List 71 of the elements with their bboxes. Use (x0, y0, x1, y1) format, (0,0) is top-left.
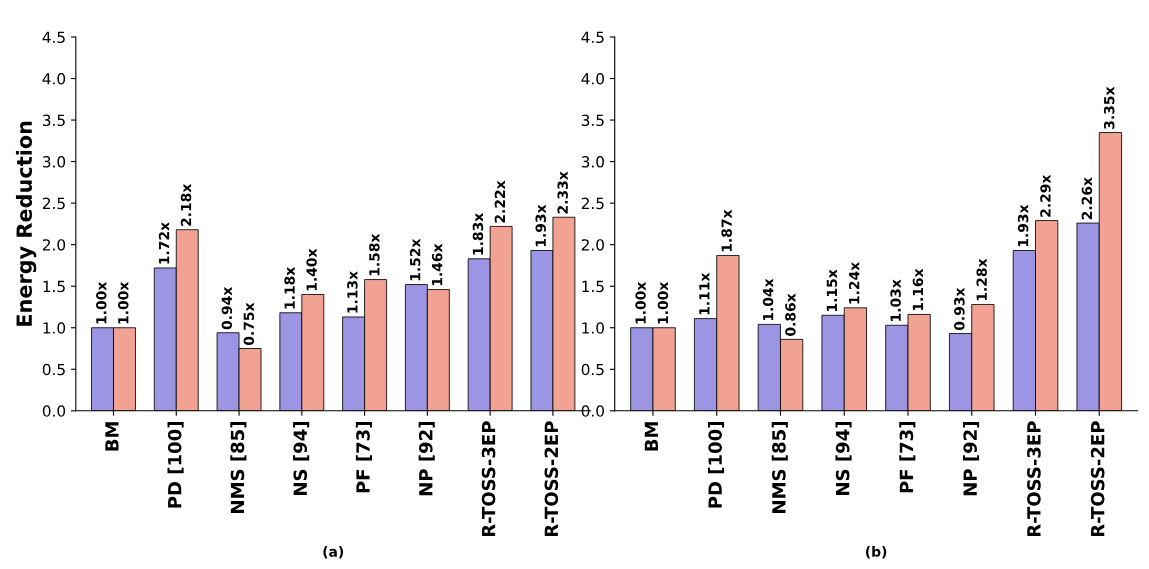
y-tick-label: 2.0 (42, 239, 66, 251)
data-label: 0.75x (243, 302, 255, 346)
x-tick-label: NP [92] (963, 422, 980, 496)
data-label: 1.28x (976, 258, 987, 301)
y-tick-label: 0.0 (42, 405, 66, 417)
x-tick-label: R-TOSS-3EP (481, 421, 496, 537)
y-tick-label: 4.0 (581, 72, 604, 85)
data-label: 2.22x (494, 180, 505, 223)
data-label: 1.04x (762, 278, 774, 321)
y-tick-label: 0.0 (581, 405, 604, 417)
y-tick-label: 3.5 (581, 114, 604, 127)
data-label: 1.15x (826, 269, 838, 311)
data-label: 1.83x (472, 213, 484, 255)
data-label: 1.24x (848, 262, 860, 304)
y-tick-label: 2.0 (581, 239, 604, 251)
data-label: 1.72x (158, 222, 170, 264)
data-label: 1.03x (890, 279, 901, 321)
data-label: 3.35x (1103, 86, 1115, 129)
data-label: 2.18x (180, 183, 192, 226)
y-tick-label: 4.5 (42, 31, 65, 44)
x-tick-label: R-TOSS-3EP (1027, 421, 1041, 537)
data-label: 1.13x (347, 271, 358, 313)
x-tick-label: NMS [85] (230, 422, 247, 513)
data-label: 0.94x (221, 286, 233, 330)
y-tick-label: 4.5 (581, 31, 604, 44)
x-tick-label: NS [94] (293, 422, 310, 495)
data-label: 1.46x (431, 243, 443, 286)
y-axis-title: Energy Reduction (15, 121, 37, 326)
x-tick-label: BM (644, 422, 658, 451)
x-tick-label: PF [73] (899, 422, 916, 493)
x-tick-label: PD [100] (707, 422, 725, 508)
x-axis-title: (a) (323, 546, 344, 559)
data-label: 0.86x (785, 293, 796, 336)
x-tick-label: PF [73] (355, 422, 372, 493)
data-label: 2.29x (1040, 174, 1051, 217)
data-label: 1.40x (306, 248, 317, 291)
data-label: 1.93x (1017, 204, 1029, 247)
x-tick-label: PD [100] (167, 422, 184, 508)
data-label: 1.58x (369, 233, 380, 276)
data-label: 1.87x (721, 209, 732, 252)
data-label: 1.11x (699, 272, 710, 315)
y-tick-label: 0.5 (42, 363, 65, 376)
x-axis-title: (b) (865, 546, 887, 559)
x-tick-label: R-TOSS-2EP (1090, 421, 1105, 537)
x-tick-label: NMS [85] (771, 422, 788, 513)
y-tick-label: 0.5 (581, 363, 604, 376)
data-label: 1.00x (118, 281, 129, 324)
y-tick-label: 1.5 (582, 280, 604, 293)
data-label: 1.00x (96, 281, 107, 324)
data-label: 1.00x (657, 281, 669, 324)
data-label: 2.26x (1081, 177, 1093, 220)
data-label: 2.33x (557, 171, 568, 214)
y-tick-label: 2.5 (581, 197, 604, 210)
data-label: 1.00x (635, 281, 646, 324)
y-tick-label: 3.5 (42, 114, 65, 127)
data-label: 0.93x (954, 287, 965, 331)
data-label: 1.93x (535, 204, 546, 247)
y-tick-label: 3.0 (42, 156, 66, 168)
data-label: 1.16x (912, 268, 924, 311)
y-tick-label: 2.5 (42, 197, 65, 210)
x-tick-label: BM (105, 422, 119, 451)
y-tick-label: 1.5 (43, 280, 65, 293)
x-tick-label: R-TOSS-2EP (544, 421, 559, 537)
x-tick-label: NP [92] (418, 422, 435, 496)
data-label: 1.18x (284, 267, 295, 309)
data-label: 1.52x (409, 238, 421, 281)
y-tick-label: 1.0 (43, 322, 66, 334)
y-tick-label: 1.0 (582, 322, 604, 334)
y-tick-label: 4.0 (42, 72, 66, 85)
y-tick-label: 3.0 (581, 156, 604, 168)
x-tick-label: NS [94] (835, 422, 852, 495)
